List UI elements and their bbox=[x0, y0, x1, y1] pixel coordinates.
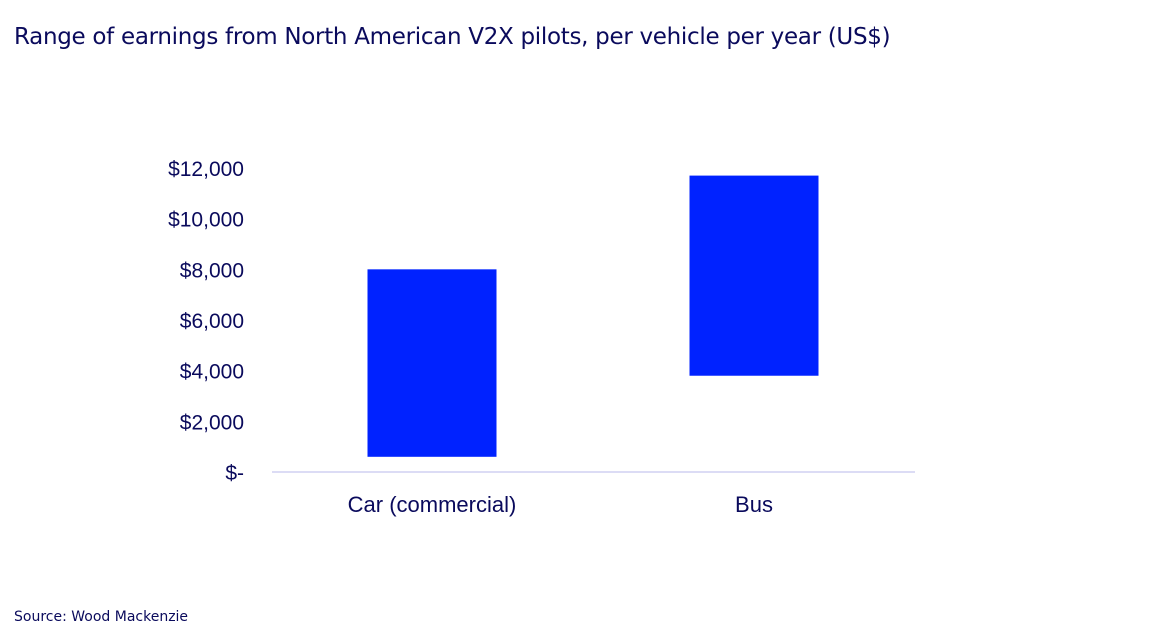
category-label: Car (commercial) bbox=[348, 492, 517, 517]
y-tick-label: $2,000 bbox=[180, 411, 244, 434]
y-tick-label: $6,000 bbox=[180, 310, 244, 333]
range-bar bbox=[689, 175, 819, 376]
y-tick-label: $4,000 bbox=[180, 361, 244, 384]
range-bar bbox=[367, 269, 497, 457]
y-tick-label: $10,000 bbox=[168, 209, 244, 232]
y-tick-label: $- bbox=[225, 462, 244, 485]
y-tick-label: $8,000 bbox=[180, 259, 244, 282]
category-label: Bus bbox=[735, 492, 773, 517]
source-note: Source: Wood Mackenzie bbox=[14, 609, 189, 625]
y-tick-label: $12,000 bbox=[168, 158, 244, 181]
chart-title: Range of earnings from North American V2… bbox=[14, 24, 891, 50]
